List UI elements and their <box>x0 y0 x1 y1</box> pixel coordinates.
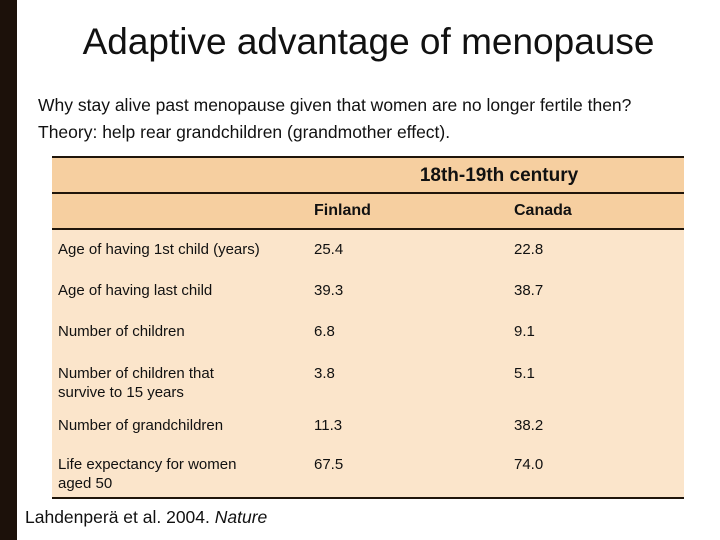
canada-value: 38.2 <box>514 417 544 434</box>
column-header-canada: Canada <box>514 202 572 219</box>
canada-value: 38.7 <box>514 282 544 299</box>
finland-value: 3.8 <box>314 365 335 382</box>
column-header-row: Finland Canada <box>52 194 684 230</box>
table-row: Age of having 1st child (years) 25.4 22.… <box>52 230 684 271</box>
slide-title: Adaptive advantage of menopause <box>82 21 655 62</box>
column-header-finland: Finland <box>314 202 371 219</box>
citation-text: Lahdenperä et al. 2004. <box>25 507 210 527</box>
row-label: Life expectancy for women aged 50 <box>58 456 237 492</box>
canada-value: 5.1 <box>514 365 535 382</box>
row-label: Age of having 1st child (years) <box>58 241 260 258</box>
row-label: Age of having last child <box>58 282 213 299</box>
finland-value: 39.3 <box>314 282 344 299</box>
table-row: Age of having last child 39.3 38.7 <box>52 271 684 312</box>
table-row: Number of children 6.8 9.1 <box>52 312 684 354</box>
intro-line-2: Theory: help rear grandchildren (grandmo… <box>38 122 451 142</box>
left-edge-bar <box>0 0 17 540</box>
canada-value: 74.0 <box>514 456 544 473</box>
row-label: Number of children that survive to 15 ye… <box>58 365 214 401</box>
table-body: Age of having 1st child (years) 25.4 22.… <box>52 230 684 499</box>
finland-value: 11.3 <box>314 417 343 434</box>
canada-value: 9.1 <box>514 323 535 340</box>
row-label: Number of children <box>58 323 185 340</box>
row-label: Number of grandchildren <box>58 417 224 434</box>
citation-source: Nature <box>214 507 268 527</box>
citation: Lahdenperä et al. 2004. Nature <box>25 507 267 528</box>
era-header-label: 18th-19th century <box>419 165 579 186</box>
column-header-empty <box>52 194 314 228</box>
data-table: 18th-19th century Finland Canada Age of … <box>52 156 684 499</box>
intro-text: Why stay alive past menopause given that… <box>38 92 710 146</box>
table-row: Number of children that survive to 15 ye… <box>52 354 684 408</box>
table-row: Number of grandchildren 11.3 38.2 <box>52 408 684 449</box>
finland-value: 67.5 <box>314 456 344 473</box>
era-header-row: 18th-19th century <box>52 156 684 194</box>
finland-value: 6.8 <box>314 323 335 340</box>
table-row: Life expectancy for women aged 50 67.5 7… <box>52 449 684 497</box>
canada-value: 22.8 <box>514 241 544 258</box>
intro-line-1: Why stay alive past menopause given that… <box>38 95 632 115</box>
finland-value: 25.4 <box>314 241 344 258</box>
